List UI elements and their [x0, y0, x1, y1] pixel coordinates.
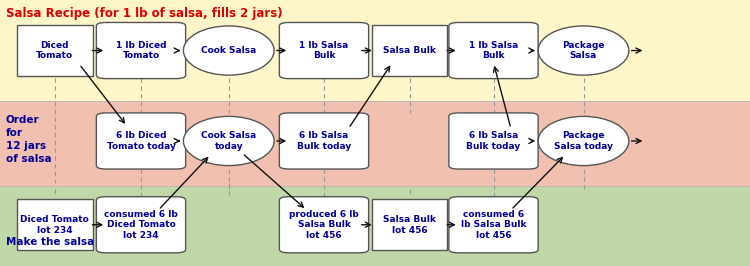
Text: Salsa Bulk
lot 456: Salsa Bulk lot 456 [383, 215, 436, 235]
Text: Order
for
12 jars
of salsa: Order for 12 jars of salsa [6, 115, 52, 164]
FancyBboxPatch shape [279, 113, 369, 169]
Text: 1 lb Diced
Tomato: 1 lb Diced Tomato [116, 41, 166, 60]
Text: produced 6 lb
Salsa Bulk
lot 456: produced 6 lb Salsa Bulk lot 456 [290, 210, 358, 240]
FancyBboxPatch shape [96, 23, 186, 79]
Text: Cook Salsa: Cook Salsa [201, 46, 256, 55]
FancyBboxPatch shape [16, 25, 93, 76]
Bar [0, 101, 750, 186]
FancyBboxPatch shape [372, 25, 447, 76]
FancyBboxPatch shape [372, 199, 447, 251]
Bar [0, 0, 750, 101]
Ellipse shape [184, 26, 274, 75]
Text: consumed 6 lb
Diced Tomato
lot 234: consumed 6 lb Diced Tomato lot 234 [104, 210, 178, 240]
Text: Cook Salsa
today: Cook Salsa today [201, 131, 256, 151]
Ellipse shape [538, 26, 628, 75]
FancyBboxPatch shape [279, 197, 369, 253]
FancyBboxPatch shape [96, 197, 186, 253]
Ellipse shape [538, 117, 628, 165]
Text: Package
Salsa today: Package Salsa today [554, 131, 613, 151]
Text: consumed 6
lb Salsa Bulk
lot 456: consumed 6 lb Salsa Bulk lot 456 [460, 210, 526, 240]
Text: Salsa Bulk: Salsa Bulk [383, 46, 436, 55]
Text: Diced Tomato
lot 234: Diced Tomato lot 234 [20, 215, 89, 235]
FancyBboxPatch shape [279, 23, 369, 79]
Text: 6 lb Salsa
Bulk today: 6 lb Salsa Bulk today [297, 131, 351, 151]
Text: Diced
Tomato: Diced Tomato [36, 41, 74, 60]
Text: 6 lb Diced
Tomato today: 6 lb Diced Tomato today [106, 131, 176, 151]
Text: Package
Salsa: Package Salsa [562, 41, 604, 60]
Ellipse shape [184, 117, 274, 165]
Text: 6 lb Salsa
Bulk today: 6 lb Salsa Bulk today [466, 131, 520, 151]
Text: 1 lb Salsa
Bulk: 1 lb Salsa Bulk [469, 41, 518, 60]
Text: 1 lb Salsa
Bulk: 1 lb Salsa Bulk [299, 41, 349, 60]
Bar [0, 186, 750, 266]
FancyBboxPatch shape [448, 23, 538, 79]
Text: Salsa Recipe (for 1 lb of salsa, fills 2 jars): Salsa Recipe (for 1 lb of salsa, fills 2… [6, 7, 283, 20]
FancyBboxPatch shape [448, 113, 538, 169]
FancyBboxPatch shape [16, 199, 93, 251]
FancyBboxPatch shape [96, 113, 186, 169]
Text: Make the salsa: Make the salsa [6, 237, 94, 247]
FancyBboxPatch shape [448, 197, 538, 253]
